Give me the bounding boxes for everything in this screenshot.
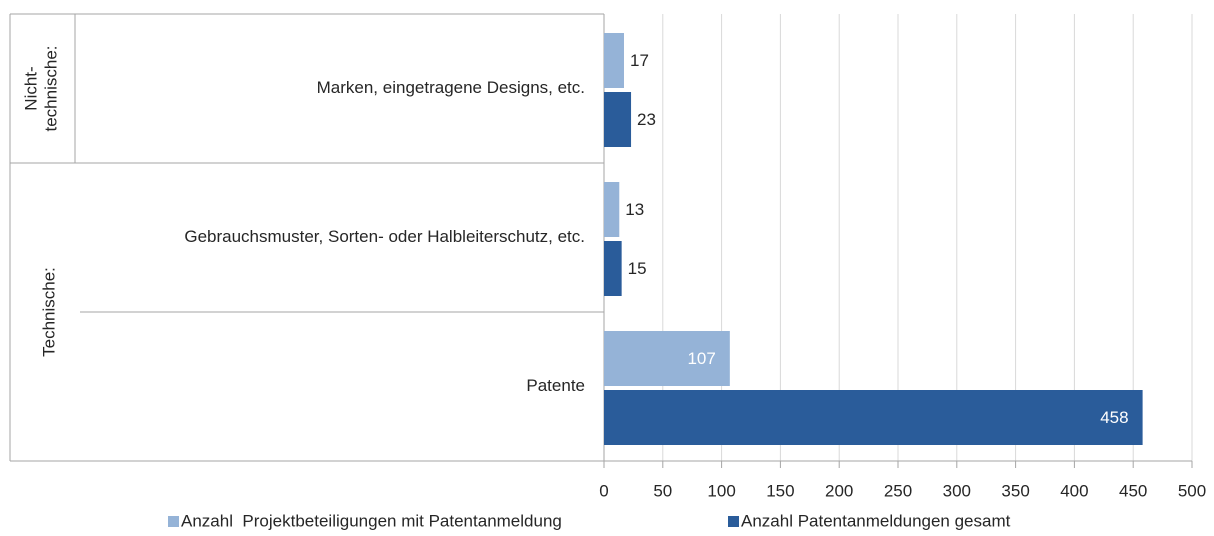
legend-label: Anzahl Projektbeteiligungen mit Patentan… <box>181 511 562 530</box>
bar <box>604 390 1143 445</box>
value-label: 15 <box>628 259 647 278</box>
bar <box>604 33 624 88</box>
legend-swatch <box>728 516 739 527</box>
x-tick-label: 400 <box>1060 481 1088 500</box>
x-tick-label: 450 <box>1119 481 1147 500</box>
x-tick-label: 350 <box>1001 481 1029 500</box>
value-label: 13 <box>625 200 644 219</box>
category-label: Patente <box>526 376 585 395</box>
bar <box>604 331 730 386</box>
x-tick-label: 150 <box>766 481 794 500</box>
group-label: technische: <box>41 46 60 132</box>
legend-swatch <box>168 516 179 527</box>
value-label: 17 <box>630 51 649 70</box>
value-label: 23 <box>637 110 656 129</box>
bar <box>604 92 632 147</box>
x-tick-label: 100 <box>707 481 735 500</box>
category-label: Marken, eingetragene Designs, etc. <box>317 78 585 97</box>
bar <box>604 241 622 296</box>
frame <box>9 13 604 462</box>
x-tick-label: 300 <box>943 481 971 500</box>
x-tick-label: 500 <box>1178 481 1206 500</box>
legend-label: Anzahl Patentanmeldungen gesamt <box>741 511 1011 530</box>
x-tick-label: 0 <box>599 481 608 500</box>
category-label: Gebrauchsmuster, Sorten- oder Halbleiter… <box>184 227 585 246</box>
group-label: Technische: <box>39 267 58 357</box>
x-tick-label: 200 <box>825 481 853 500</box>
x-tick-label: 50 <box>653 481 672 500</box>
bar <box>604 182 620 237</box>
group-label: Nicht- <box>21 66 40 110</box>
value-label: 107 <box>687 349 715 368</box>
value-label: 458 <box>1100 408 1128 427</box>
x-tick-label: 250 <box>884 481 912 500</box>
